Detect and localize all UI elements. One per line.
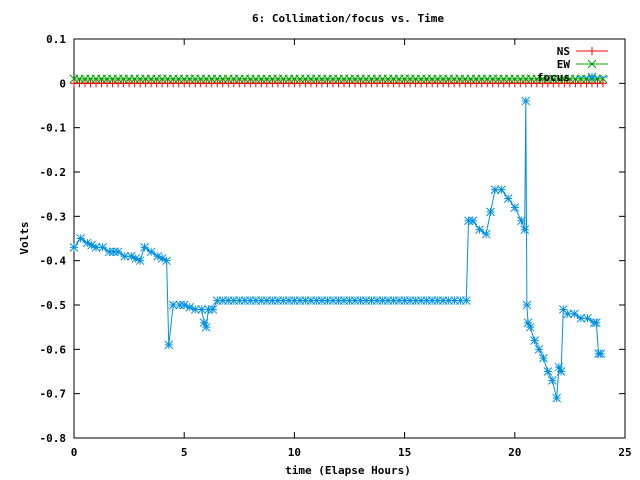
data-point — [164, 340, 174, 350]
data-point — [522, 300, 532, 310]
data-point — [598, 79, 607, 88]
data-point — [197, 305, 207, 314]
data-point — [521, 96, 531, 106]
data-point — [591, 318, 601, 328]
y-tick-label: -0.8 — [40, 432, 67, 445]
data-point — [596, 349, 606, 359]
data-point — [175, 300, 185, 310]
y-tick-label: -0.6 — [40, 343, 67, 356]
data-point — [547, 376, 557, 385]
data-point — [98, 243, 108, 252]
data-point — [598, 74, 608, 84]
legend-label: EW — [557, 58, 571, 71]
axes: 0 5 10 15 20 25 0.1 0 -0.1 -0.2 -0.3 -0.4 -0.5 -0.6 -0… — [40, 33, 632, 459]
data-point — [520, 225, 530, 234]
legend-marker — [587, 59, 597, 69]
data-point — [583, 313, 592, 323]
data-point — [162, 256, 171, 266]
data-point — [208, 305, 218, 314]
data-point — [201, 322, 211, 332]
plot-series — [69, 74, 608, 403]
data-point — [552, 393, 562, 403]
data-point — [556, 367, 566, 376]
data-point — [91, 243, 101, 252]
series-focus — [69, 96, 606, 403]
data-point — [475, 225, 484, 234]
data-point — [135, 256, 145, 266]
data-point — [530, 336, 539, 345]
x-tick-label: 15 — [398, 446, 411, 459]
legend-label: focus — [537, 71, 570, 84]
data-point — [503, 194, 513, 203]
chart-title: 6: Collimation/focus vs. Time — [252, 12, 444, 25]
legend-label: NS — [557, 45, 570, 58]
data-point — [140, 243, 149, 252]
data-point — [481, 229, 491, 239]
series-ns — [70, 79, 607, 88]
y-tick-label: -0.3 — [40, 210, 67, 223]
x-tick-label: 10 — [288, 446, 301, 459]
data-point — [569, 309, 579, 319]
y-tick-label: -0.4 — [40, 255, 67, 268]
y-tick-label: -0.1 — [40, 122, 67, 135]
data-point — [113, 247, 123, 257]
x-tick-label: 5 — [181, 446, 188, 459]
legend-marker — [587, 72, 597, 82]
data-point — [525, 322, 535, 332]
y-tick-label: 0.1 — [46, 33, 66, 46]
x-tick-label: 25 — [618, 446, 631, 459]
y-tick-label: -0.7 — [40, 388, 67, 401]
y-tick-label: -0.5 — [40, 299, 67, 312]
data-point — [76, 234, 85, 243]
data-point — [468, 216, 478, 226]
data-point — [539, 353, 548, 363]
y-tick-label: 0 — [59, 77, 66, 90]
data-point — [510, 203, 520, 212]
data-point — [486, 207, 495, 217]
plot-frame — [73, 38, 626, 439]
data-point — [497, 185, 506, 195]
data-point — [461, 296, 471, 305]
x-tick-label: 0 — [71, 446, 78, 459]
data-point — [146, 247, 156, 257]
series-ew — [69, 74, 608, 84]
y-axis-label: Volts — [18, 221, 31, 254]
data-point — [534, 344, 544, 354]
legend-marker — [588, 47, 596, 55]
x-axis-label: time (Elapse Hours) — [285, 464, 411, 477]
data-point — [517, 216, 526, 226]
y-tick-label: -0.2 — [40, 166, 67, 179]
x-tick-label: 20 — [508, 446, 521, 459]
data-point — [543, 367, 553, 376]
data-point — [69, 243, 79, 252]
